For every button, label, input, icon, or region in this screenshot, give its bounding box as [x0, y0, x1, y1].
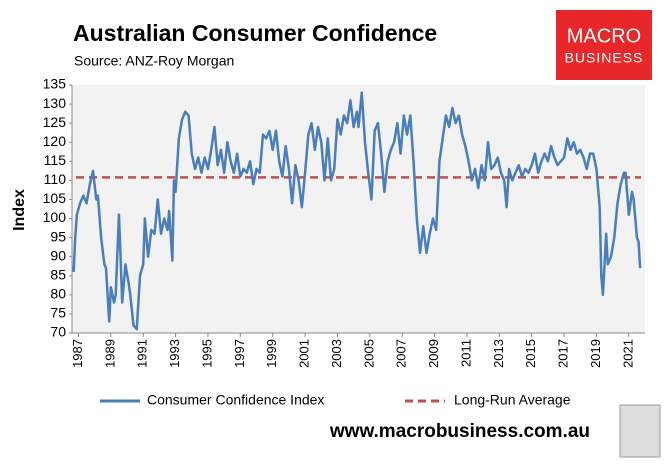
y-tick-label: 125 — [43, 114, 67, 130]
chart-subtitle: Source: ANZ-Roy Morgan — [74, 53, 234, 69]
x-tick-label: 2005 — [361, 339, 376, 368]
y-tick-label: 100 — [43, 209, 67, 225]
x-tick-label: 1987 — [70, 339, 85, 368]
logo-text: BUSINESS — [565, 50, 644, 66]
y-tick-label: 75 — [50, 305, 66, 321]
y-tick-label: 70 — [50, 324, 66, 340]
legend-label: Long-Run Average — [454, 392, 571, 408]
logo-text: MACRO — [567, 25, 641, 47]
wolf-icon — [619, 404, 661, 458]
x-tick-label: 2007 — [394, 339, 409, 368]
chart-title: Australian Consumer Confidence — [73, 20, 437, 46]
logo — [556, 10, 652, 80]
x-tick-label: 2019 — [588, 339, 603, 368]
y-axis-label: Index — [11, 189, 28, 231]
y-tick-label: 135 — [43, 76, 67, 92]
y-tick-label: 130 — [43, 95, 67, 111]
x-tick-label: 1991 — [135, 339, 150, 368]
y-tick-label: 120 — [43, 133, 67, 149]
x-tick-label: 2003 — [329, 339, 344, 368]
x-tick-label: 1995 — [199, 339, 214, 368]
x-tick-label: 1999 — [264, 339, 279, 368]
x-tick-label: 2001 — [297, 339, 312, 368]
data-line — [72, 91, 642, 331]
y-tick-label: 115 — [44, 152, 67, 168]
y-tick-label: 110 — [44, 171, 67, 187]
x-tick-label: 1989 — [102, 339, 117, 368]
footer-url: www.macrobusiness.com.au — [329, 421, 590, 442]
x-tick-label: 2009 — [426, 339, 441, 368]
x-tick-label: 2011 — [458, 339, 473, 367]
y-tick-label: 90 — [50, 247, 66, 263]
y-tick-label: 85 — [50, 266, 66, 282]
x-tick-label: 2013 — [491, 339, 506, 368]
x-tick-label: 2021 — [620, 339, 635, 368]
x-tick-label: 2015 — [523, 339, 538, 368]
x-tick-label: 1993 — [167, 339, 182, 368]
x-tick-label: 1997 — [232, 339, 247, 368]
y-tick-label: 105 — [43, 190, 67, 206]
y-tick-label: 80 — [50, 286, 66, 302]
legend-label: Consumer Confidence Index — [147, 392, 324, 408]
y-tick-label: 95 — [50, 228, 66, 244]
x-tick-label: 2017 — [556, 339, 571, 368]
